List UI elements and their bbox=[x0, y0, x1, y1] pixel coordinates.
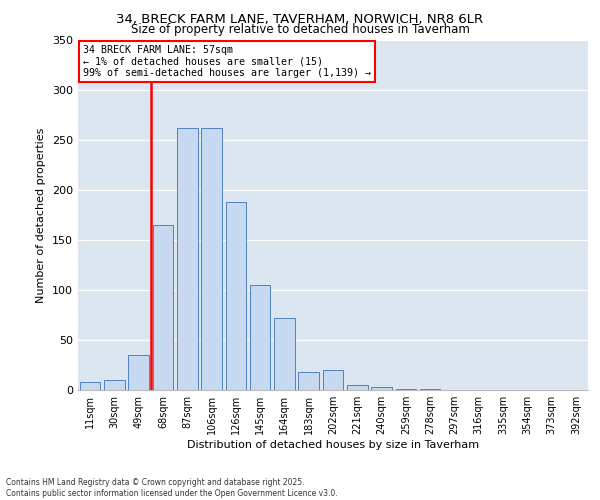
Text: Size of property relative to detached houses in Taverham: Size of property relative to detached ho… bbox=[131, 22, 469, 36]
Bar bbox=[226, 202, 246, 390]
Bar bbox=[152, 225, 173, 390]
Bar bbox=[274, 318, 295, 390]
Text: 34, BRECK FARM LANE, TAVERHAM, NORWICH, NR8 6LR: 34, BRECK FARM LANE, TAVERHAM, NORWICH, … bbox=[116, 12, 484, 26]
Text: 34 BRECK FARM LANE: 57sqm
← 1% of detached houses are smaller (15)
99% of semi-d: 34 BRECK FARM LANE: 57sqm ← 1% of detach… bbox=[83, 46, 371, 78]
Bar bbox=[323, 370, 343, 390]
Bar bbox=[250, 285, 271, 390]
Bar bbox=[371, 387, 392, 390]
Bar bbox=[420, 389, 440, 390]
Bar bbox=[177, 128, 197, 390]
Bar bbox=[201, 128, 222, 390]
Bar bbox=[347, 385, 368, 390]
Bar bbox=[395, 389, 416, 390]
X-axis label: Distribution of detached houses by size in Taverham: Distribution of detached houses by size … bbox=[187, 440, 479, 450]
Text: Contains HM Land Registry data © Crown copyright and database right 2025.
Contai: Contains HM Land Registry data © Crown c… bbox=[6, 478, 338, 498]
Bar bbox=[104, 380, 125, 390]
Y-axis label: Number of detached properties: Number of detached properties bbox=[37, 128, 46, 302]
Bar bbox=[298, 372, 319, 390]
Bar bbox=[128, 355, 149, 390]
Bar bbox=[80, 382, 100, 390]
